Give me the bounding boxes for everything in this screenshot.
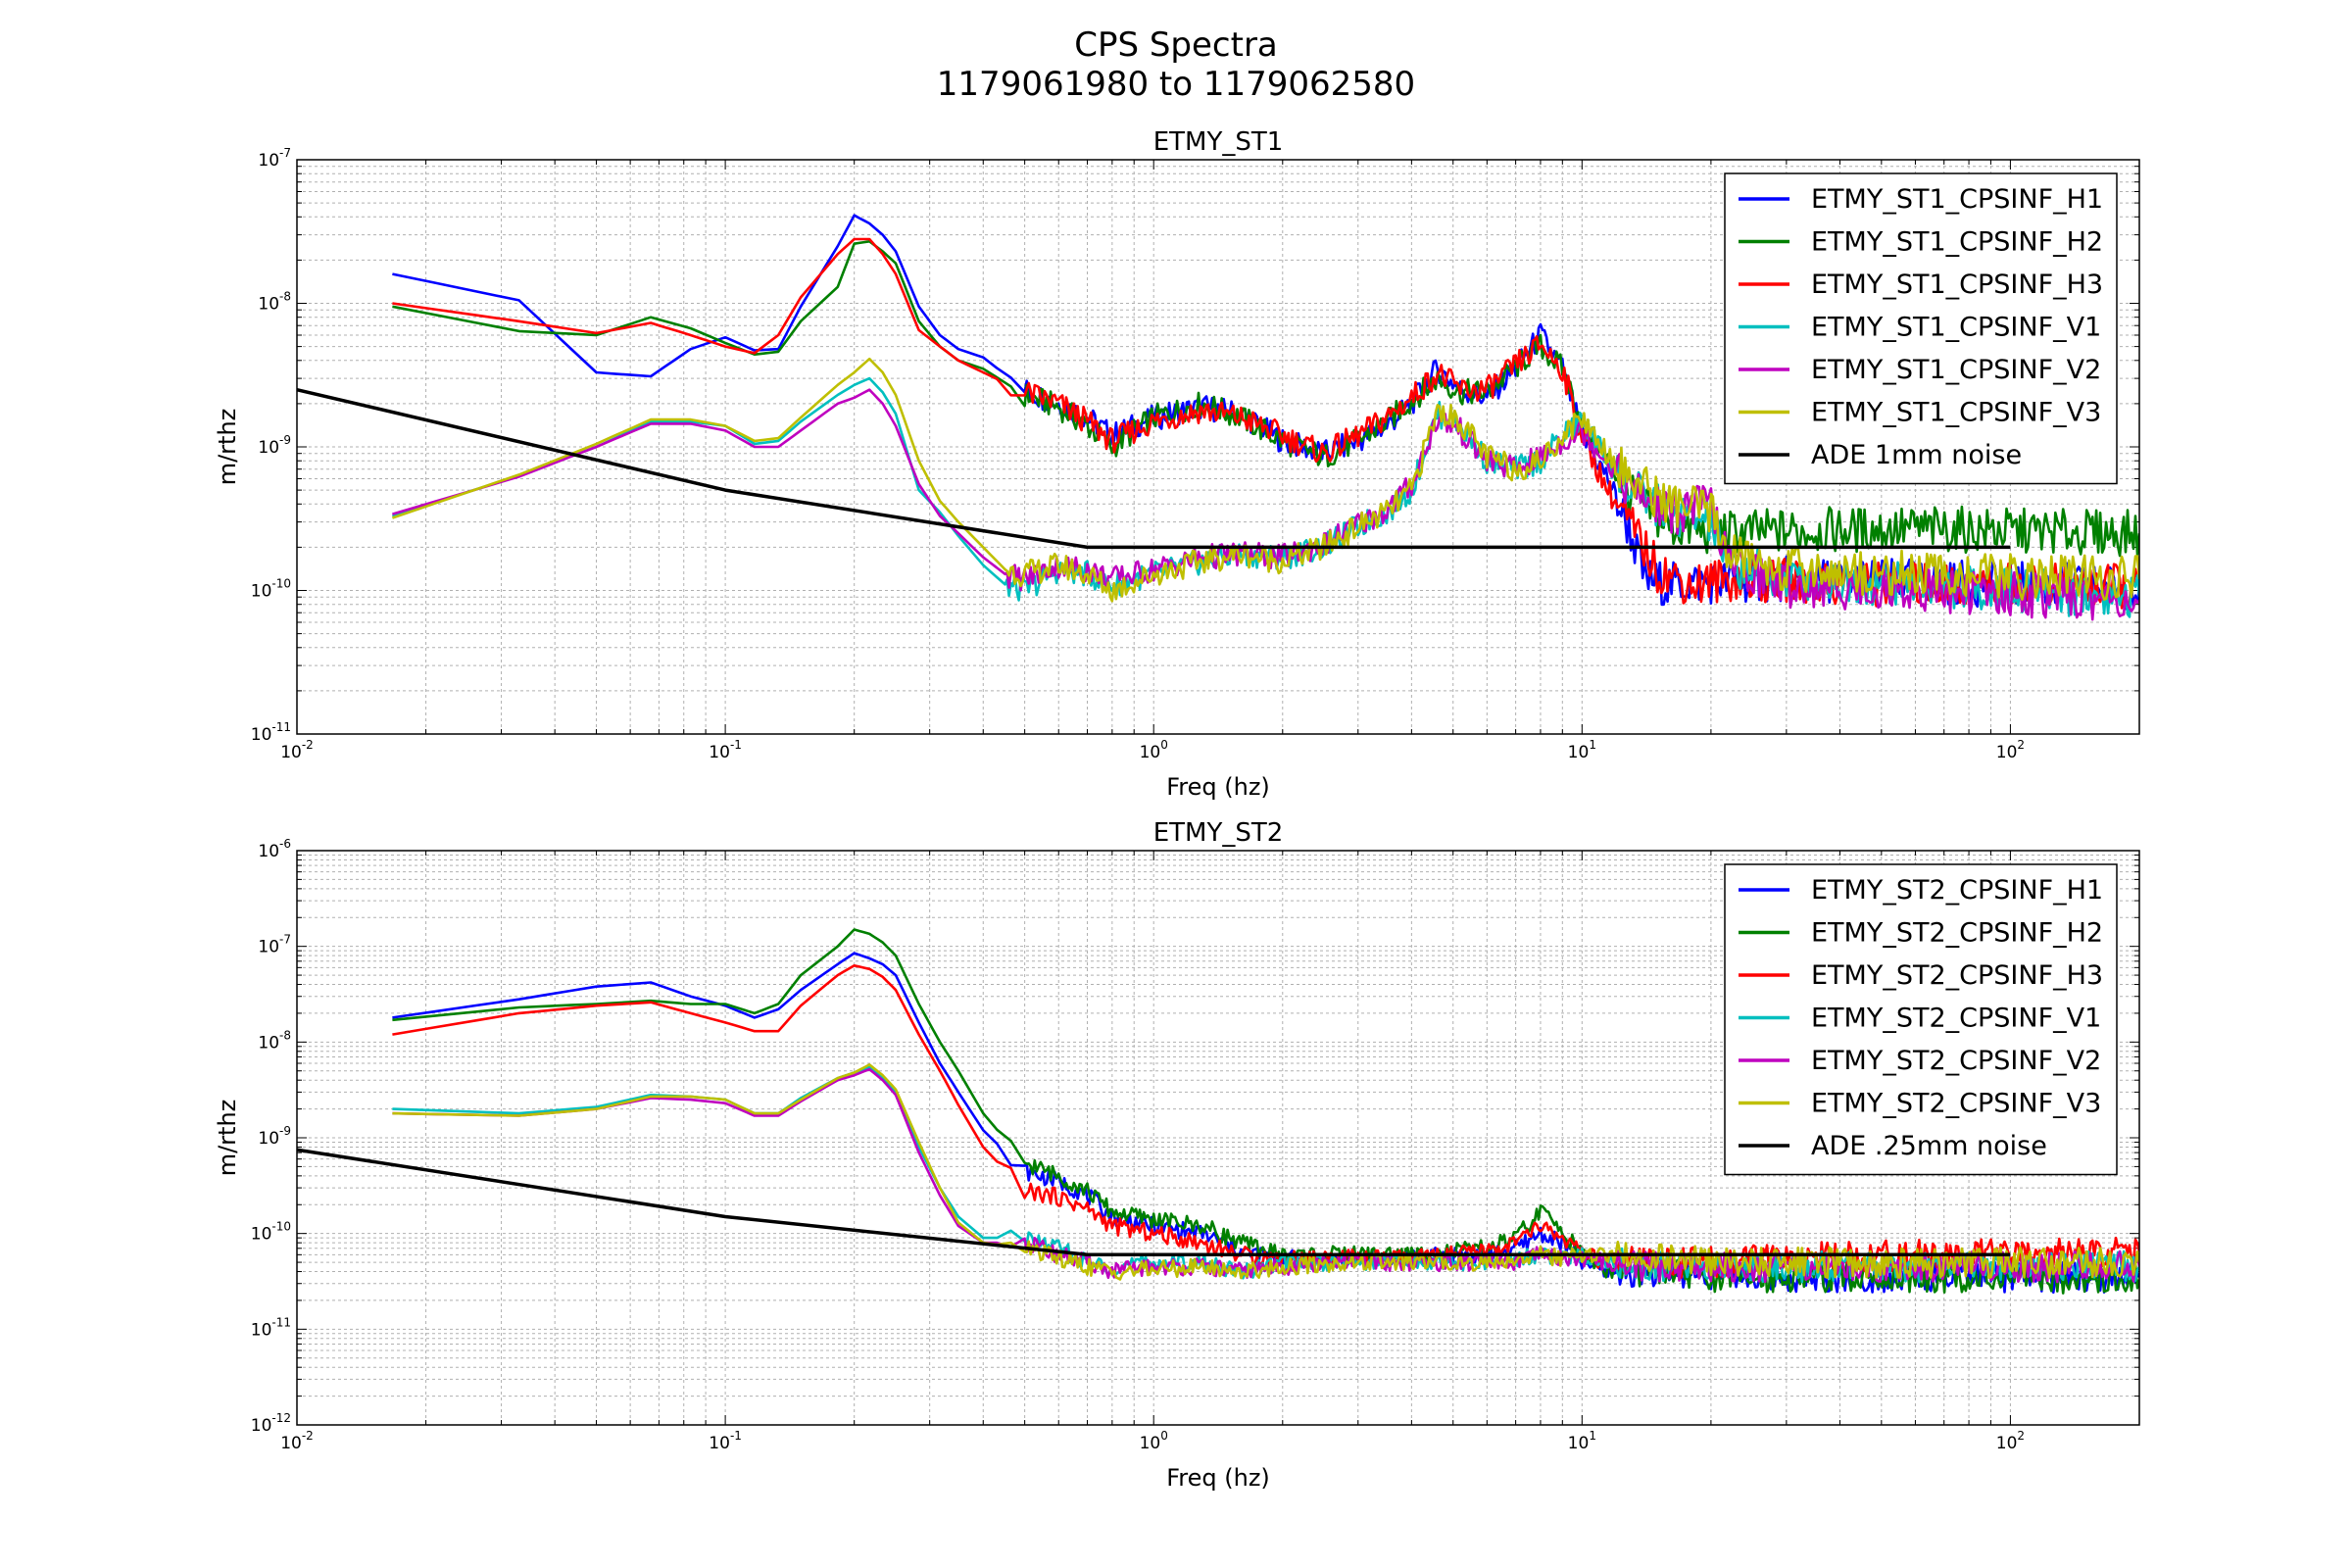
x-tick-label: 10-2 xyxy=(280,1429,314,1453)
legend-entry: ADE 1mm noise xyxy=(1811,440,2022,470)
legend-entry: ETMY_ST2_CPSINF_V1 xyxy=(1811,1004,2101,1034)
legend-entry: ETMY_ST1_CPSINF_H3 xyxy=(1811,270,2103,300)
figure-title: CPS Spectra xyxy=(1074,25,1278,65)
y-tick-label: 10-9 xyxy=(258,433,291,458)
legend-entry: ETMY_ST2_CPSINF_H2 xyxy=(1811,918,2103,949)
legend-entry: ETMY_ST2_CPSINF_H3 xyxy=(1811,960,2103,991)
y-tick-label: 10-6 xyxy=(258,837,291,861)
legend-entry: ETMY_ST2_CPSINF_H1 xyxy=(1811,875,2103,906)
legend-entry: ETMY_ST1_CPSINF_H1 xyxy=(1811,184,2103,215)
y-tick-label: 10-10 xyxy=(251,577,291,602)
series-line-etmy-st2-cpsinf-v2 xyxy=(392,1067,2139,1284)
y-tick-label: 10-8 xyxy=(258,290,291,315)
x-tick-label: 100 xyxy=(1140,738,1168,762)
x-axis-label: Freq (hz) xyxy=(1166,1464,1270,1492)
chart-panel-2: 10-2 10-1 100 101 102 10-12 10-11 10-10 10-9 10-8… xyxy=(214,818,2140,1492)
y-tick-label: 10-10 xyxy=(251,1220,291,1245)
x-tick-label: 102 xyxy=(1996,738,2025,762)
series-line-etmy-st2-cpsinf-h2 xyxy=(392,928,2139,1295)
y-tick-label: 10-9 xyxy=(258,1124,291,1149)
x-tick-label: 100 xyxy=(1140,1429,1168,1453)
legend-entry: ETMY_ST1_CPSINF_V1 xyxy=(1811,313,2101,343)
x-axis-label: Freq (hz) xyxy=(1166,773,1270,801)
chart-title: ETMY_ST2 xyxy=(1153,818,1284,848)
legend-entry: ETMY_ST2_CPSINF_V2 xyxy=(1811,1046,2101,1076)
series-line-etmy-st2-cpsinf-h3 xyxy=(392,964,2139,1279)
legend-entry: ETMY_ST1_CPSINF_H2 xyxy=(1811,227,2103,258)
legend-entry: ETMY_ST1_CPSINF_V3 xyxy=(1811,398,2101,428)
figure-subtitle: 1179061980 to 1179062580 xyxy=(936,65,1416,104)
series-line-etmy-st1-cpsinf-v3 xyxy=(391,357,2139,603)
legend-entry: ETMY_ST2_CPSINF_V3 xyxy=(1811,1089,2101,1119)
x-tick-label: 102 xyxy=(1996,1429,2025,1453)
y-tick-label: 10-12 xyxy=(251,1411,291,1436)
x-tick-label: 10-1 xyxy=(709,738,742,762)
x-tick-label: 101 xyxy=(1568,738,1596,762)
axes-frame xyxy=(296,159,2140,735)
series-line-ade-25mm-noise xyxy=(297,1148,2011,1257)
series-group xyxy=(297,214,2139,621)
legend-box xyxy=(1724,172,2118,485)
series-line-etmy-st2-cpsinf-v3 xyxy=(392,1063,2139,1281)
y-tick-label: 10-8 xyxy=(258,1028,291,1053)
legend-box xyxy=(1724,863,2118,1176)
series-line-ade-1mm-noise xyxy=(297,387,2011,550)
y-tick-label: 10-11 xyxy=(251,720,291,745)
y-tick-label: 10-7 xyxy=(258,146,291,171)
x-tick-label: 101 xyxy=(1568,1429,1596,1453)
axes-frame xyxy=(296,850,2140,1426)
legend: ETMY_ST1_CPSINF_H1 ETMY_ST1_CPSINF_H2 ETMY… xyxy=(1724,172,2118,485)
series-group xyxy=(297,928,2139,1295)
chart-title: ETMY_ST1 xyxy=(1153,127,1284,157)
legend-entry: ETMY_ST1_CPSINF_V2 xyxy=(1811,355,2101,385)
x-tick-label: 10-2 xyxy=(280,738,314,762)
legend: ETMY_ST2_CPSINF_H1 ETMY_ST2_CPSINF_H2 ETMY… xyxy=(1724,863,2118,1176)
y-tick-label: 10-7 xyxy=(258,933,291,957)
y-axis-label: m/rthz xyxy=(214,409,241,486)
series-line-etmy-st1-cpsinf-h2 xyxy=(392,240,2139,558)
y-axis-label: m/rthz xyxy=(214,1100,241,1177)
x-tick-label: 10-1 xyxy=(709,1429,742,1453)
y-tick-label: 10-11 xyxy=(251,1315,291,1340)
legend-entry: ADE .25mm noise xyxy=(1811,1131,2047,1161)
chart-panel-1: 10-2 10-1 100 101 102 10-11 10-10 10-9 10-8 10-7 E… xyxy=(214,127,2140,801)
